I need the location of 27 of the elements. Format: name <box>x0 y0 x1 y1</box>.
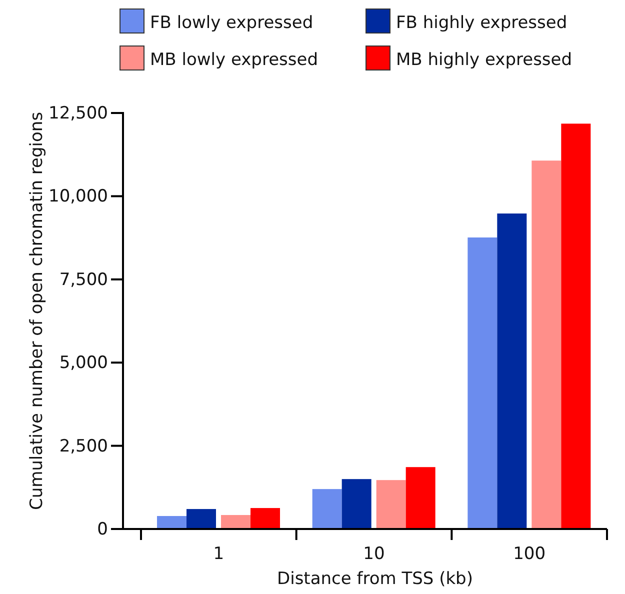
legend-label: FB highly expressed <box>396 13 568 33</box>
y-axis-title: Cumulative number of open chromatin regions <box>27 112 47 510</box>
bar <box>468 237 498 529</box>
bar <box>406 467 436 529</box>
y-tick-label: 10,000 <box>48 186 108 207</box>
legend-label: MB highly expressed <box>396 50 572 70</box>
x-tick-label: 10 <box>363 544 385 564</box>
x-axis-title: Distance from TSS (kb) <box>277 569 473 589</box>
y-tick-label: 12,500 <box>48 103 108 124</box>
x-tick-label: 1 <box>213 544 224 564</box>
bar <box>376 480 406 529</box>
bar <box>250 508 280 529</box>
bar <box>561 124 591 529</box>
bar <box>157 516 186 529</box>
x-tick-label: 100 <box>513 544 546 564</box>
bar <box>342 479 372 529</box>
y-tick-label: 2,500 <box>59 436 108 456</box>
y-tick-label: 0 <box>97 519 108 540</box>
bar <box>497 214 527 529</box>
y-tick-label: 7,500 <box>59 270 108 290</box>
legend-label: FB lowly expressed <box>150 13 314 33</box>
bar <box>532 160 562 529</box>
y-tick-label: 5,000 <box>59 353 108 374</box>
legend-label: MB lowly expressed <box>150 50 318 70</box>
bar <box>221 515 250 529</box>
bar <box>312 489 342 529</box>
bar <box>186 509 216 529</box>
